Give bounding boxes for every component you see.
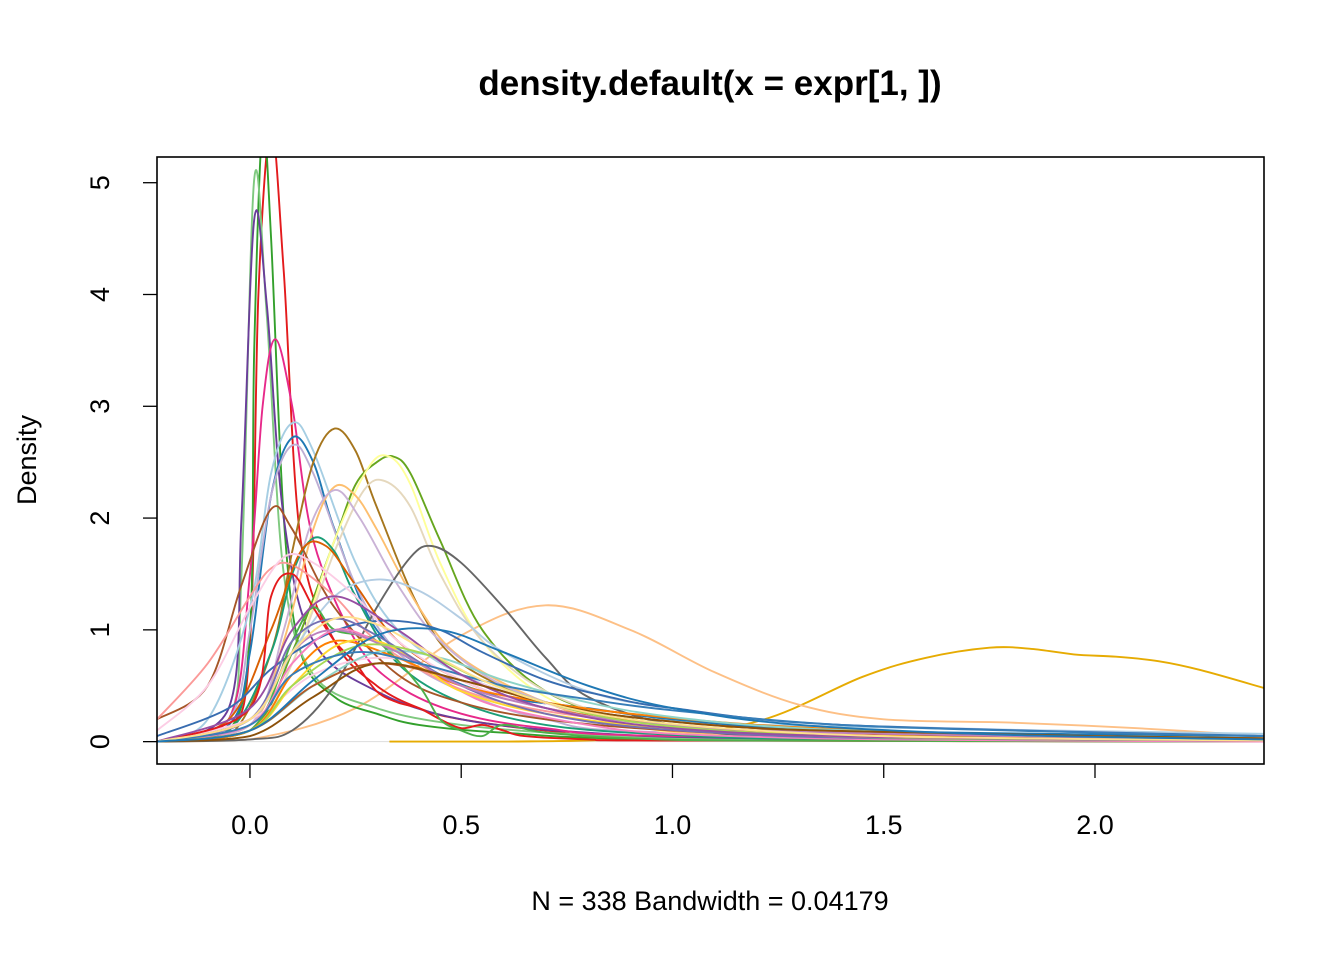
density-curve-4 (157, 157, 1264, 743)
density-curve-5 (157, 169, 1264, 743)
density-curve-26 (157, 572, 1264, 743)
x-tick-label: 2.0 (1076, 810, 1114, 840)
y-tick-label: 5 (85, 175, 115, 190)
x-axis: 0.0 0.5 1.0 1.5 2.0 (231, 764, 1114, 840)
density-curve-27 (157, 606, 1264, 743)
density-curve-40 (157, 627, 1264, 743)
y-tick-label: 3 (85, 399, 115, 414)
density-curve-7 (157, 338, 1264, 743)
x-tick-label: 1.0 (654, 810, 692, 840)
y-tick-label: 0 (85, 734, 115, 749)
plot-frame (156, 156, 1265, 765)
x-axis-label: N = 338 Bandwidth = 0.04179 (531, 886, 888, 916)
y-tick-label: 4 (85, 287, 115, 302)
density-curve-39 (157, 615, 1264, 743)
density-curve-28 (157, 628, 1264, 743)
y-tick-label: 2 (85, 511, 115, 526)
x-tick-label: 0.5 (442, 810, 480, 840)
x-tick-label: 1.5 (865, 810, 903, 840)
density-curve-9 (157, 435, 1264, 743)
y-axis-label: Density (12, 414, 42, 505)
x-tick-label: 0.0 (231, 810, 269, 840)
y-tick-label: 1 (85, 622, 115, 637)
y-axis: 0 1 2 3 4 5 (85, 175, 157, 749)
density-curve-36 (157, 650, 1264, 743)
chart-title: density.default(x = expr[1, ]) (478, 64, 941, 103)
density-curve-2 (157, 604, 1264, 743)
density-curves (157, 157, 1264, 743)
